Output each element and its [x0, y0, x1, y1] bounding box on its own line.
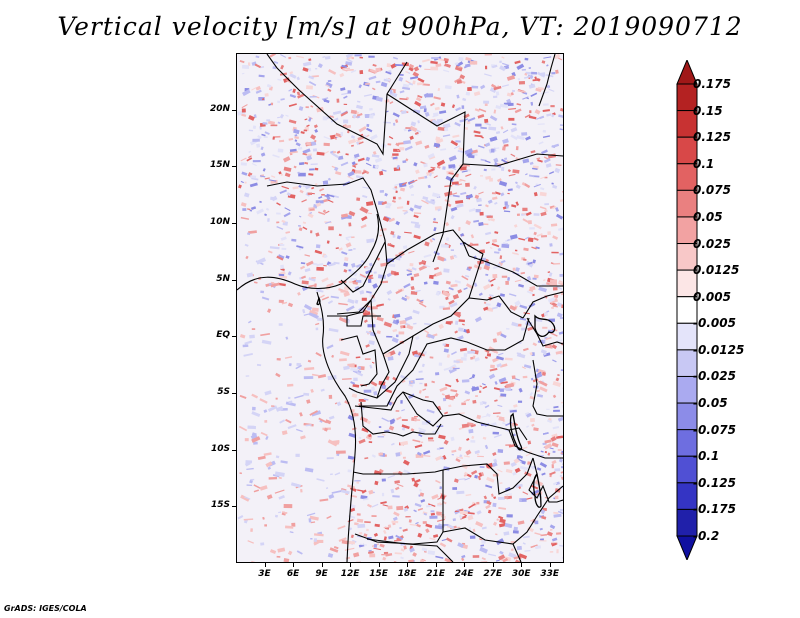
colorbar-level-label: -0.0125 — [693, 342, 745, 357]
map-plot-area — [236, 53, 564, 563]
border-nigeria-cameroon — [340, 241, 386, 293]
lon-tick-label: 9E — [315, 569, 328, 579]
border-drc-angola — [354, 391, 510, 431]
border-south-sudan-ethiopia — [522, 291, 563, 319]
colorbar-segments — [676, 60, 698, 560]
border-uganda-kenya — [532, 359, 563, 417]
border-tanzania — [508, 427, 528, 441]
lon-tick-mark — [321, 563, 323, 567]
border-drc-zambia — [508, 429, 563, 459]
lon-tick-label: 12E — [340, 569, 360, 579]
colorbar — [676, 60, 698, 560]
lon-tick-label: 6E — [286, 569, 300, 579]
colorbar-level-label: 0.15 — [693, 103, 723, 118]
vertical-velocity-field — [237, 54, 563, 562]
colorbar-level-label: -0.05 — [693, 396, 728, 411]
lat-tick-label: 10N — [209, 217, 230, 227]
colorbar-level-label: 0.075 — [693, 183, 731, 198]
lon-tick-label: 24E — [454, 569, 474, 579]
colorbar-level-label: -0.005 — [693, 316, 736, 331]
lon-tick-mark — [350, 563, 352, 567]
border-car-sudan — [462, 241, 484, 299]
lat-tick-mark — [232, 336, 236, 338]
colorbar-level-label: -0.125 — [693, 475, 736, 490]
colorbar-level-label: 0.125 — [693, 130, 731, 145]
lat-tick-label: 10S — [210, 443, 230, 454]
border-drc-inner — [402, 391, 444, 427]
border-gabon-congo — [340, 335, 378, 387]
colorbar-bottom-arrow — [676, 535, 698, 560]
lon-tick-label: 30E — [511, 569, 531, 579]
colorbar-level-label: 0.175 — [693, 77, 731, 91]
lat-tick-mark — [232, 449, 236, 451]
lon-tick-label: 33E — [540, 569, 560, 579]
border-mozambique — [512, 543, 522, 562]
grads-credit: GrADS: IGES/COLA — [4, 604, 87, 613]
colorbar-level-label: 0.0125 — [693, 263, 740, 278]
colorbar-level-label: 0.1 — [693, 156, 715, 171]
colorbar-level-label: 0.05 — [693, 209, 723, 224]
lon-tick-mark — [492, 563, 494, 567]
border-cameroon-gabon — [327, 315, 381, 327]
lat-tick-label: 5N — [216, 273, 230, 284]
border-sudan-egypt — [462, 153, 563, 167]
border-chad-sudan — [386, 229, 470, 265]
colorbar-level-label: -0.1 — [693, 449, 720, 464]
border-nigeria-south — [336, 299, 372, 315]
lon-tick-mark — [407, 563, 409, 567]
lon-tick-label: 21E — [426, 569, 445, 579]
lon-tick-label: 3E — [258, 569, 271, 579]
border-kenya-ethiopia — [526, 317, 563, 347]
colorbar-level-label: -0.025 — [693, 369, 736, 384]
lat-tick-mark — [232, 109, 236, 111]
lon-tick-label: 18E — [397, 569, 417, 579]
lon-tick-mark — [264, 563, 266, 567]
lat-tick-label: 5S — [217, 387, 230, 397]
lat-tick-label: EQ — [216, 330, 230, 341]
colorbar-level-label: 0.025 — [693, 236, 731, 251]
west-africa-coastline — [237, 213, 380, 291]
lat-tick-mark — [232, 279, 236, 281]
lon-tick-label: 27E — [483, 569, 503, 579]
lat-tick-mark — [232, 166, 236, 168]
lake-victoria — [534, 314, 556, 337]
lat-tick-mark — [232, 393, 236, 394]
country-borders — [237, 54, 563, 562]
border-algeria-niger — [266, 54, 408, 156]
lat-tick-label: 15S — [210, 500, 230, 511]
lon-tick-mark — [521, 563, 523, 567]
lon-tick-mark — [293, 563, 295, 567]
lat-tick-label: 15N — [209, 160, 230, 171]
border-nile — [538, 54, 556, 107]
colorbar-level-label: -0.175 — [693, 502, 736, 517]
map-title: Vertical velocity [m/s] at 900hPa, VT: 2… — [57, 12, 743, 41]
colorbar-level-label: -0.075 — [693, 422, 736, 437]
lat-tick-mark — [232, 506, 236, 508]
lakes — [316, 296, 556, 508]
border-drc-north — [359, 317, 530, 407]
central-africa-coastline — [316, 291, 357, 562]
border-angola-north — [360, 401, 442, 437]
colorbar-level-label: 0.005 — [693, 289, 731, 304]
lat-tick-mark — [232, 223, 236, 224]
border-cameroon-car — [370, 299, 390, 399]
lake-malawi — [533, 472, 542, 508]
border-namibia-botswana — [366, 538, 454, 562]
lon-tick-mark — [464, 563, 466, 567]
lon-tick-mark — [435, 563, 437, 567]
border-zambia — [442, 457, 534, 495]
bioko-island — [316, 296, 321, 306]
lon-tick-mark — [378, 563, 380, 567]
border-congo-drc — [348, 335, 414, 399]
lon-tick-mark — [549, 563, 551, 567]
velocity-speckle-pattern — [237, 54, 563, 562]
lake-tanganyika — [509, 412, 523, 451]
colorbar-level-label: -0.2 — [693, 529, 720, 543]
lat-tick-label: 20N — [209, 103, 230, 114]
lon-tick-label: 15E — [369, 569, 388, 579]
